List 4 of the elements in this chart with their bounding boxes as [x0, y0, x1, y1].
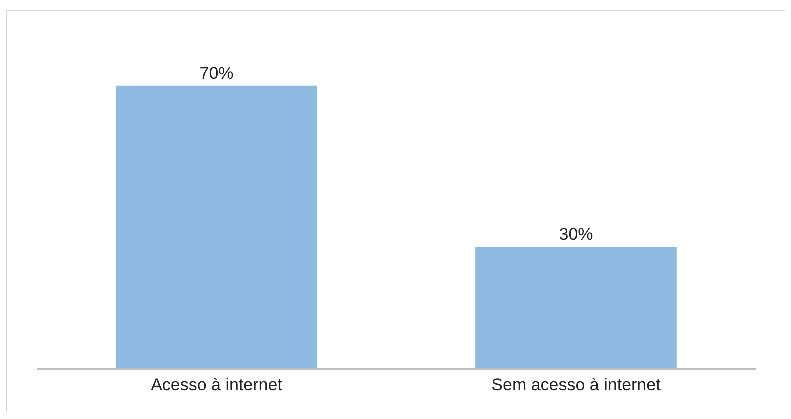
- data-label: 30%: [559, 225, 594, 244]
- x-tick-label: Acesso à internet: [151, 375, 283, 394]
- data-label: 70%: [200, 64, 234, 83]
- x-tick-label: Sem acesso à internet: [492, 375, 662, 394]
